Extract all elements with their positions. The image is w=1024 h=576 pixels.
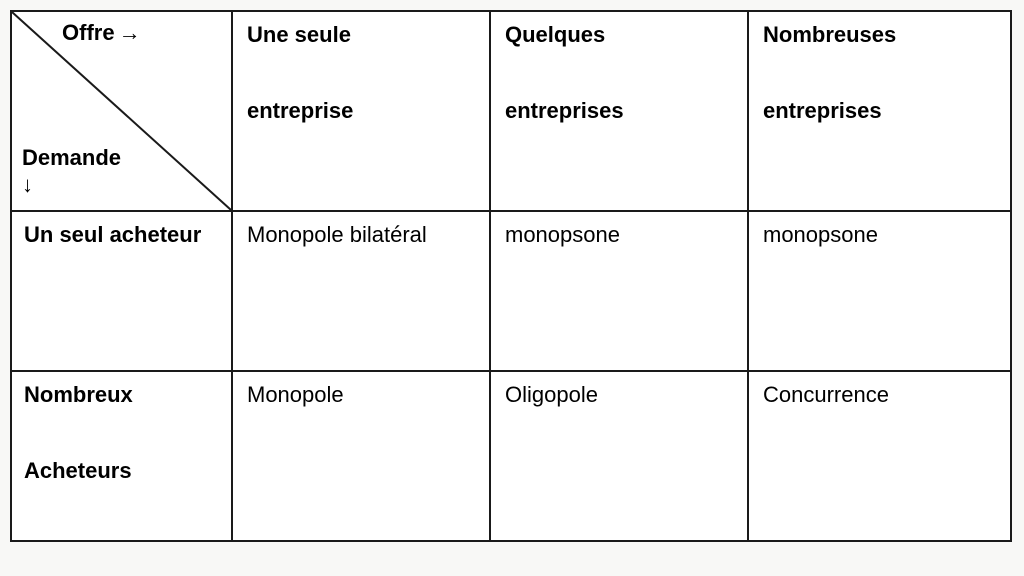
corner-cell: Offre→ Demande ↓ [11, 11, 232, 211]
col3-line1: Nombreuses [763, 22, 996, 48]
offre-label: Offre→ [62, 20, 141, 46]
col2-line2: entreprises [505, 98, 624, 123]
cell-1-2: monopsone [490, 211, 748, 371]
row1-line1: Un seul acheteur [24, 222, 201, 247]
arrow-down-icon: ↓ [22, 172, 121, 198]
col-header-1: Une seule entreprise [232, 11, 490, 211]
row-header-1: Un seul acheteur [11, 211, 232, 371]
row2-line2: Acheteurs [24, 458, 132, 483]
cell-1-3: monopsone [748, 211, 1011, 371]
market-structure-table: Offre→ Demande ↓ Une seule entreprise Qu… [10, 10, 1012, 542]
cell-1-1: Monopole bilatéral [232, 211, 490, 371]
header-row: Offre→ Demande ↓ Une seule entreprise Qu… [11, 11, 1011, 211]
cell-2-1: Monopole [232, 371, 490, 541]
col2-line1: Quelques [505, 22, 733, 48]
table-row: Nombreux Acheteurs Monopole Oligopole Co… [11, 371, 1011, 541]
demande-text: Demande [22, 145, 121, 170]
cell-2-3: Concurrence [748, 371, 1011, 541]
col-header-2: Quelques entreprises [490, 11, 748, 211]
offre-text: Offre [62, 20, 115, 45]
col1-line1: Une seule [247, 22, 475, 48]
demande-label: Demande ↓ [22, 145, 121, 198]
col1-line2: entreprise [247, 98, 353, 123]
row-header-2: Nombreux Acheteurs [11, 371, 232, 541]
col3-line2: entreprises [763, 98, 882, 123]
table-row: Un seul acheteur Monopole bilatéral mono… [11, 211, 1011, 371]
col-header-3: Nombreuses entreprises [748, 11, 1011, 211]
arrow-right-icon: → [119, 20, 141, 45]
cell-2-2: Oligopole [490, 371, 748, 541]
row2-line1: Nombreux [24, 382, 219, 408]
